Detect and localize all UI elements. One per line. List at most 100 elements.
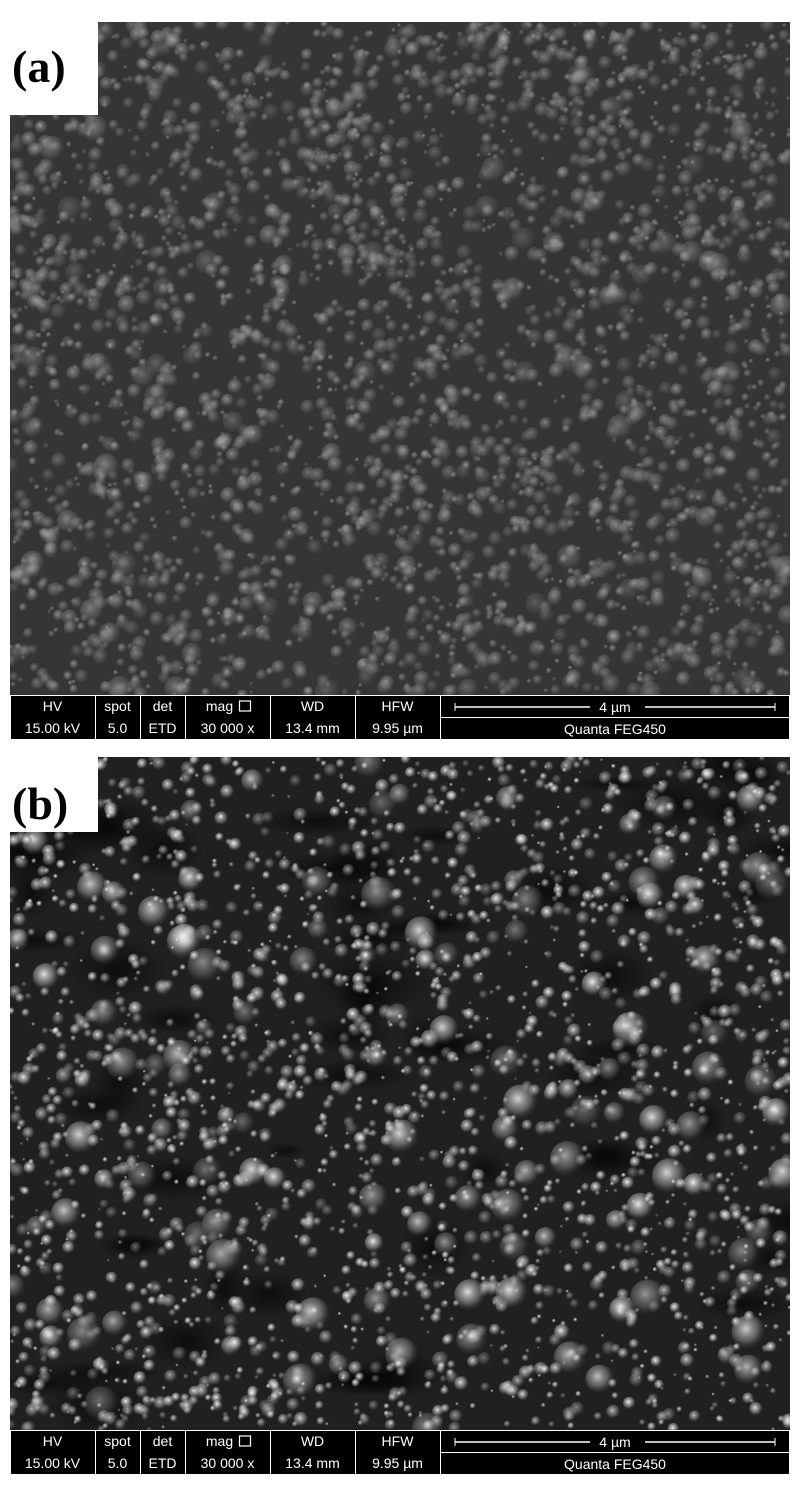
particle (705, 104, 717, 116)
particle (73, 1420, 78, 1425)
particle (416, 361, 428, 373)
particle (460, 62, 479, 81)
particle (216, 128, 221, 133)
particle (10, 985, 23, 1000)
particle (327, 202, 346, 221)
particle (315, 1046, 326, 1057)
particle (557, 165, 571, 179)
particle (411, 63, 424, 77)
particle (141, 102, 154, 115)
particle (550, 642, 565, 656)
particle (618, 116, 629, 127)
particle (558, 1250, 563, 1254)
particle (510, 481, 521, 493)
particle (564, 1216, 570, 1223)
particle (697, 1087, 713, 1103)
particle (380, 662, 385, 667)
particle (363, 463, 369, 469)
particle (311, 232, 318, 240)
particle (698, 867, 704, 873)
particle (311, 252, 322, 262)
particle (297, 343, 307, 354)
particle (516, 1028, 528, 1040)
particle (333, 213, 341, 221)
particle (269, 567, 281, 578)
particle (286, 1397, 301, 1412)
particle (321, 529, 332, 541)
particle (783, 1088, 790, 1095)
particle (684, 1388, 691, 1395)
particle (680, 603, 692, 615)
particle (558, 1147, 564, 1153)
particle (84, 529, 97, 542)
particle (82, 646, 96, 659)
particle (508, 375, 518, 385)
particle (259, 352, 268, 362)
particle (23, 510, 31, 518)
particle (325, 164, 332, 171)
particle (538, 195, 547, 205)
particle (398, 233, 407, 242)
particle (23, 1239, 34, 1250)
particle (147, 1296, 157, 1306)
particle (199, 490, 206, 498)
particle (219, 265, 232, 277)
particle (354, 1402, 360, 1408)
particle (383, 986, 389, 992)
particle (531, 1416, 541, 1426)
particle (324, 81, 330, 87)
particle (348, 1361, 363, 1376)
particle (676, 511, 688, 524)
particle (411, 416, 421, 426)
particle (521, 1053, 529, 1060)
particle (220, 680, 231, 691)
particle (669, 1302, 681, 1314)
particle (709, 1333, 718, 1343)
particle (497, 210, 506, 219)
particle (575, 1154, 588, 1167)
particle (166, 214, 172, 220)
particle (48, 367, 58, 378)
particle (736, 518, 748, 531)
particle (457, 413, 471, 427)
particle (500, 644, 508, 652)
particle (539, 840, 547, 849)
particle (749, 1129, 755, 1135)
particle (317, 312, 329, 324)
particle (153, 61, 168, 75)
particle (300, 239, 311, 250)
particle (323, 1274, 327, 1278)
particle (142, 249, 150, 257)
particle (756, 521, 768, 533)
particle (132, 230, 138, 236)
particle (10, 1195, 16, 1203)
particle (520, 430, 533, 443)
particle (222, 939, 228, 945)
particle (699, 75, 707, 83)
particle (648, 1300, 661, 1313)
particle (644, 398, 655, 409)
particle (728, 208, 748, 228)
particle (750, 1069, 765, 1084)
particle (137, 27, 150, 40)
particle (65, 1238, 69, 1242)
particle (712, 367, 728, 383)
particle (231, 657, 248, 674)
particle (496, 394, 505, 403)
particle (434, 597, 442, 604)
particle (724, 649, 734, 659)
info-value: 13.4 mm (285, 720, 339, 736)
particle (82, 149, 87, 155)
particle (590, 1121, 599, 1130)
particle (723, 1098, 732, 1106)
particle (695, 356, 708, 369)
particle (516, 281, 526, 291)
particle (773, 384, 786, 397)
particle (556, 614, 569, 626)
particle (10, 681, 16, 688)
particle (121, 522, 134, 535)
particle (228, 1150, 236, 1158)
particle (368, 1400, 379, 1411)
particle (321, 515, 334, 529)
